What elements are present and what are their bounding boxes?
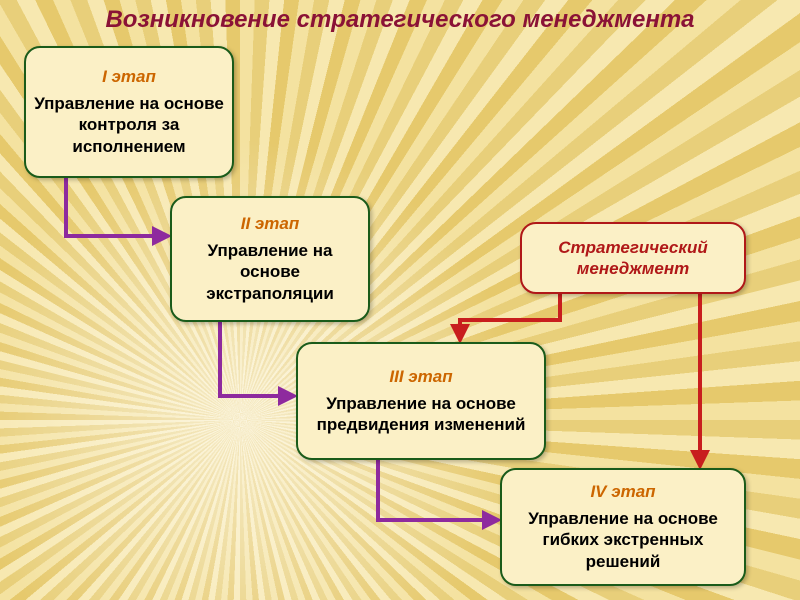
- stage-1-node: I этап Управление на основе контроля за …: [24, 46, 234, 178]
- stage-3-label: III этап: [306, 367, 536, 387]
- strategic-management-node: Стратегический менеджмент: [520, 222, 746, 294]
- stage-4-text: Управление на основе гибких экстренных р…: [510, 508, 736, 572]
- page-title: Возникновение стратегического менеджмент…: [0, 6, 800, 34]
- stage-3-text: Управление на основе предвидения изменен…: [306, 393, 536, 436]
- stage-1-label: I этап: [34, 67, 224, 87]
- arrow-e34: [378, 460, 498, 520]
- stage-4-label: IV этап: [510, 482, 736, 502]
- arrow-e23: [220, 322, 294, 396]
- stage-4-node: IV этап Управление на основе гибких экст…: [500, 468, 746, 586]
- strategic-management-text: Стратегический менеджмент: [530, 237, 736, 280]
- stage-2-label: II этап: [180, 214, 360, 234]
- stage-1-text: Управление на основе контроля за исполне…: [34, 93, 224, 157]
- arrow-sm3: [460, 294, 560, 340]
- arrow-e12: [66, 178, 168, 236]
- stage-2-node: II этап Управление на основе экстраполяц…: [170, 196, 370, 322]
- stage-3-node: III этап Управление на основе предвидени…: [296, 342, 546, 460]
- stage-2-text: Управление на основе экстраполяции: [180, 240, 360, 304]
